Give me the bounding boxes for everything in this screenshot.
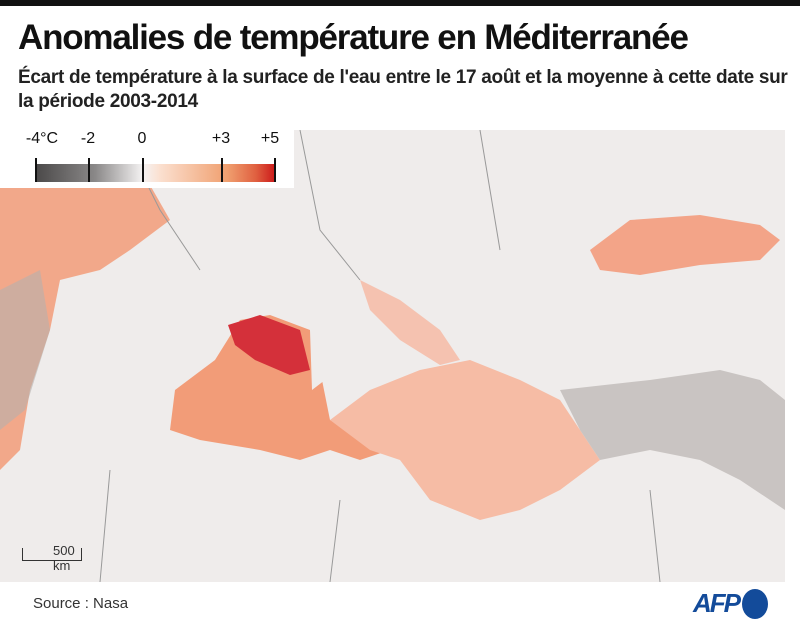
scale-label: 500 km <box>53 543 75 573</box>
afp-logo-circle <box>742 588 768 619</box>
scale-bar: 500 km <box>22 543 82 573</box>
subtitle: Écart de température à la surface de l'e… <box>18 67 788 112</box>
afp-logo: AFP <box>693 588 768 619</box>
corsica-sardinia <box>310 325 325 390</box>
legend-label-plus3: +3 <box>211 130 231 147</box>
legend-color-bar <box>35 164 275 182</box>
legend-tick <box>274 158 276 182</box>
legend-label-minus2: -2 <box>80 130 96 147</box>
afp-logo-text: AFP <box>693 588 741 618</box>
legend-label-zero: 0 <box>137 130 147 147</box>
atlantic-cold <box>0 270 50 430</box>
eastern-med <box>560 370 785 510</box>
page-title: Anomalies de température en Méditerranée <box>18 18 689 57</box>
legend-label-max: +5 <box>260 130 280 147</box>
map <box>0 130 785 582</box>
hotspot-ligurian <box>228 315 310 375</box>
central-med <box>330 360 600 520</box>
legend-label-min: -4°C <box>25 130 59 147</box>
source: Source : Nasa <box>33 595 129 612</box>
legend: -4°C -2 0 +3 +5 <box>0 124 294 188</box>
adriatic <box>360 280 460 365</box>
legend-tick <box>35 158 37 182</box>
legend-tick <box>142 158 144 182</box>
atlantic-sea <box>0 185 170 470</box>
legend-tick <box>221 158 223 182</box>
black-sea <box>590 215 780 275</box>
top-bar <box>0 0 800 6</box>
legend-tick <box>88 158 90 182</box>
borders <box>99 130 661 582</box>
